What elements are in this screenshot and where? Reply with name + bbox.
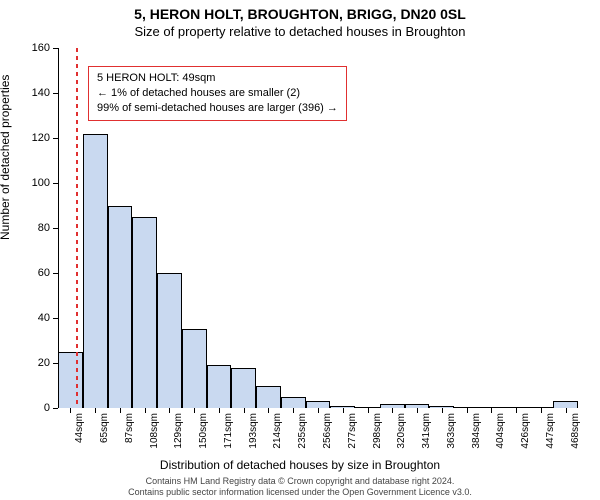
xtick-label: 171sqm <box>223 413 234 449</box>
xtick-label: 341sqm <box>421 413 432 449</box>
xtick <box>268 408 269 413</box>
bar <box>182 329 207 408</box>
xtick <box>442 408 443 413</box>
legend-line-3: 99% of semi-detached houses are larger (… <box>97 101 338 116</box>
xtick-label: 256sqm <box>322 413 333 449</box>
ytick <box>53 48 58 49</box>
ytick <box>53 408 58 409</box>
legend-box: 5 HERON HOLT: 49sqm ← 1% of detached hou… <box>88 66 347 121</box>
xtick-label: 65sqm <box>99 413 110 443</box>
xtick-label: 150sqm <box>198 413 209 449</box>
bar <box>256 386 281 409</box>
bar <box>157 273 182 408</box>
ytick-label: 40 <box>10 312 50 324</box>
xtick <box>566 408 567 413</box>
bar <box>58 352 83 408</box>
bar <box>553 401 578 408</box>
xtick <box>541 408 542 413</box>
ytick-label: 80 <box>10 222 50 234</box>
xtick-label: 87sqm <box>124 413 135 443</box>
xtick-label: 363sqm <box>446 413 457 449</box>
footer: Contains HM Land Registry data © Crown c… <box>0 476 600 499</box>
xtick <box>244 408 245 413</box>
page-subtitle: Size of property relative to detached ho… <box>0 22 600 39</box>
bar <box>281 397 306 408</box>
xtick <box>392 408 393 413</box>
xtick <box>343 408 344 413</box>
ytick <box>53 93 58 94</box>
xtick <box>293 408 294 413</box>
ytick-label: 0 <box>10 402 50 414</box>
ytick <box>53 273 58 274</box>
bar <box>132 217 157 408</box>
xtick <box>467 408 468 413</box>
xtick <box>417 408 418 413</box>
xtick-label: 384sqm <box>471 413 482 449</box>
legend-line-2: ← 1% of detached houses are smaller (2) <box>97 86 338 101</box>
xtick-label: 129sqm <box>173 413 184 449</box>
xtick <box>318 408 319 413</box>
bar <box>207 365 232 408</box>
ytick-label: 140 <box>10 87 50 99</box>
xtick <box>194 408 195 413</box>
xtick-label: 214sqm <box>272 413 283 449</box>
ytick-label: 160 <box>10 42 50 54</box>
xtick <box>70 408 71 413</box>
xtick <box>145 408 146 413</box>
xtick-label: 404sqm <box>495 413 506 449</box>
legend-line-1: 5 HERON HOLT: 49sqm <box>97 71 338 86</box>
ytick-label: 120 <box>10 132 50 144</box>
bar <box>306 401 331 408</box>
ytick-label: 60 <box>10 267 50 279</box>
ytick <box>53 318 58 319</box>
footer-line-2: Contains public sector information licen… <box>0 487 600 498</box>
xtick-label: 298sqm <box>372 413 383 449</box>
ytick <box>53 183 58 184</box>
xtick-label: 426sqm <box>520 413 531 449</box>
xtick-label: 108sqm <box>149 413 160 449</box>
bar <box>231 368 256 409</box>
xtick <box>516 408 517 413</box>
chart-area: 020406080100120140160 44sqm65sqm87sqm108… <box>58 48 578 408</box>
ytick <box>53 228 58 229</box>
xtick <box>368 408 369 413</box>
y-axis-label: Number of detached properties <box>0 75 12 240</box>
page-title: 5, HERON HOLT, BROUGHTON, BRIGG, DN20 0S… <box>0 0 600 22</box>
ytick-label: 20 <box>10 357 50 369</box>
xtick-label: 44sqm <box>74 413 85 443</box>
x-axis-label: Distribution of detached houses by size … <box>0 458 600 472</box>
xtick <box>491 408 492 413</box>
xtick-label: 277sqm <box>347 413 358 449</box>
xtick-label: 447sqm <box>545 413 556 449</box>
bar <box>83 134 108 409</box>
xtick <box>219 408 220 413</box>
xtick <box>95 408 96 413</box>
bar <box>108 206 133 409</box>
xtick <box>120 408 121 413</box>
ytick <box>53 138 58 139</box>
reference-line <box>76 48 78 408</box>
xtick <box>169 408 170 413</box>
footer-line-1: Contains HM Land Registry data © Crown c… <box>0 476 600 487</box>
xtick-label: 235sqm <box>297 413 308 449</box>
xtick-label: 320sqm <box>396 413 407 449</box>
ytick-label: 100 <box>10 177 50 189</box>
xtick-label: 193sqm <box>248 413 259 449</box>
xtick-label: 468sqm <box>570 413 581 449</box>
ytick <box>53 363 58 364</box>
